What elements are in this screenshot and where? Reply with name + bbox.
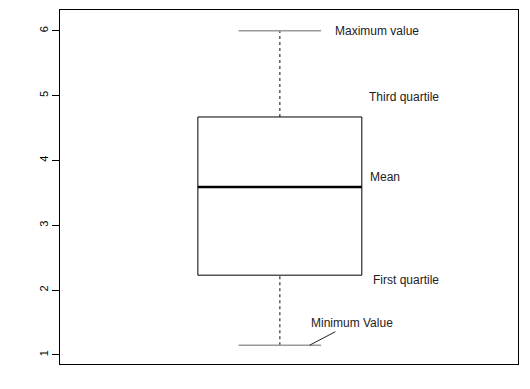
svg-text:6: 6 — [38, 26, 50, 32]
svg-text:Minimum Value: Minimum Value — [311, 316, 393, 330]
svg-text:Maximum value: Maximum value — [335, 24, 419, 38]
svg-text:5: 5 — [38, 91, 50, 97]
svg-text:2: 2 — [38, 285, 50, 291]
svg-text:Third quartile: Third quartile — [369, 90, 439, 104]
svg-text:Mean: Mean — [370, 170, 400, 184]
svg-text:4: 4 — [38, 156, 50, 162]
svg-text:3: 3 — [38, 221, 50, 227]
svg-text:First quartile: First quartile — [373, 273, 439, 287]
svg-text:1: 1 — [38, 350, 50, 356]
